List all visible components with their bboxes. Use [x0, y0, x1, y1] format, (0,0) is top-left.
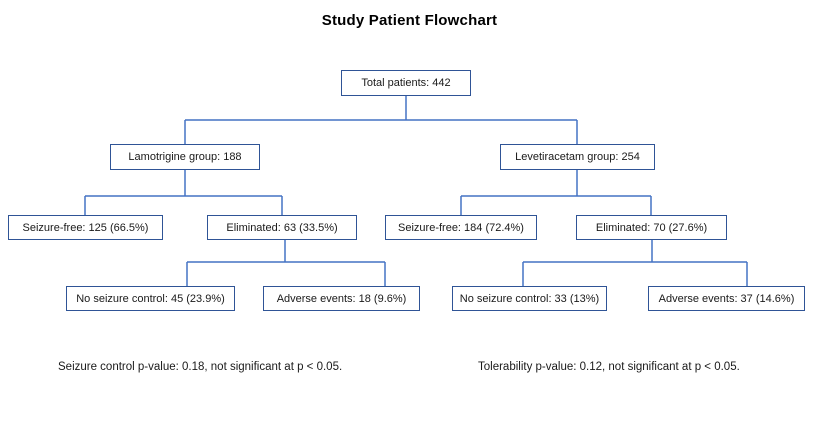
node-leve-adverse-events: Adverse events: 37 (14.6%) — [648, 286, 805, 311]
seizure-control-pvalue-note: Seizure control p-value: 0.18, not signi… — [58, 361, 343, 373]
node-levetiracetam-group: Levetiracetam group: 254 — [500, 144, 655, 170]
node-lamo-adverse-events: Adverse events: 18 (9.6%) — [263, 286, 420, 311]
node-leve-no-seizure-control: No seizure control: 33 (13%) — [452, 286, 607, 311]
tolerability-pvalue-note: Tolerability p-value: 0.12, not signific… — [478, 361, 740, 373]
node-lamo-no-seizure-control: No seizure control: 45 (23.9%) — [66, 286, 235, 311]
node-leve-seizure-free: Seizure-free: 184 (72.4%) — [385, 215, 537, 240]
node-lamotrigine-group: Lamotrigine group: 188 — [110, 144, 260, 170]
node-lamo-seizure-free: Seizure-free: 125 (66.5%) — [8, 215, 163, 240]
node-leve-eliminated: Eliminated: 70 (27.6%) — [576, 215, 727, 240]
node-lamo-eliminated: Eliminated: 63 (33.5%) — [207, 215, 357, 240]
node-total-patients: Total patients: 442 — [341, 70, 471, 96]
chart-title: Study Patient Flowchart — [321, 12, 498, 29]
